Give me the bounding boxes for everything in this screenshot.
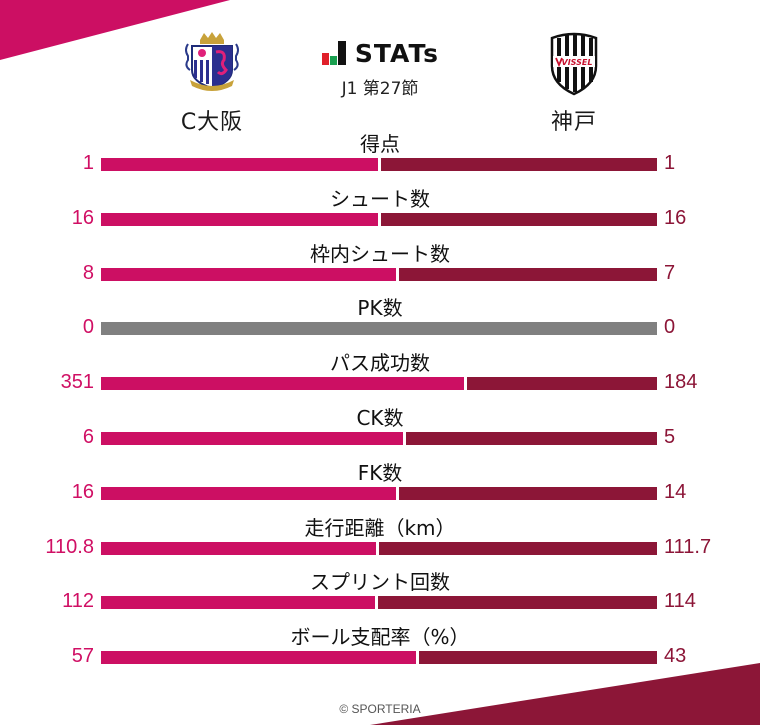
bar-away-segment xyxy=(380,158,657,171)
header: STATs J1 第27節 xyxy=(280,38,480,99)
stat-label: 得点 xyxy=(360,132,400,156)
bar-home-segment xyxy=(101,486,396,500)
bar-away-segment xyxy=(379,541,657,555)
stat-row-possession: ボール支配率（%） 57 43 xyxy=(0,619,760,674)
away-value: 43 xyxy=(664,645,687,668)
stat-bar xyxy=(101,651,657,665)
bar-away-segment xyxy=(419,651,657,665)
home-value: 6 xyxy=(82,425,94,448)
stats-title: STATs xyxy=(354,38,440,68)
stat-label: PK数 xyxy=(357,296,403,321)
stat-label: 枠内シュート数 xyxy=(310,241,450,266)
stats-list: 得点 1 1 シュート数 16 16 枠内シュート数 8 7 PK数 0 0 パ… xyxy=(0,126,760,674)
bar-home-segment xyxy=(101,431,403,445)
home-team: C大阪 xyxy=(152,30,272,136)
home-value: 112 xyxy=(62,590,94,613)
bar-empty xyxy=(101,322,657,336)
home-value: 16 xyxy=(71,206,94,229)
bar-home-segment xyxy=(101,267,396,281)
bar-divider xyxy=(395,486,399,500)
bar-away-segment xyxy=(398,267,657,281)
home-value: 8 xyxy=(82,261,94,284)
bar-away-segment xyxy=(398,486,657,500)
bar-divider xyxy=(376,541,380,555)
bar-away-segment xyxy=(466,377,657,391)
bar-home-segment xyxy=(101,212,378,226)
away-value: 114 xyxy=(664,590,696,613)
decorative-corner-top xyxy=(0,0,230,60)
bar-divider xyxy=(463,377,467,391)
bar-home-segment xyxy=(101,377,464,391)
home-value: 57 xyxy=(71,645,94,668)
home-value: 1 xyxy=(82,152,94,174)
away-value: 1 xyxy=(664,152,676,174)
stat-row-shots-on-target: 枠内シュート数 8 7 xyxy=(0,236,760,291)
away-value: 5 xyxy=(664,425,676,448)
away-value: 16 xyxy=(664,206,687,229)
stat-bar xyxy=(101,596,657,610)
svg-text:VISSEL: VISSEL xyxy=(562,58,593,67)
away-value: 7 xyxy=(664,261,676,284)
bar-home-segment xyxy=(101,541,377,555)
stat-label: パス成功数 xyxy=(330,351,430,376)
stat-row-free-kicks: FK数 16 14 xyxy=(0,455,760,510)
stat-row-sprints: スプリント回数 112 114 xyxy=(0,564,760,619)
bar-away-segment xyxy=(405,431,657,445)
stat-bar xyxy=(101,377,657,391)
vissel-kobe-crest-icon: VISSEL xyxy=(550,32,598,96)
bar-away-segment xyxy=(380,212,657,226)
bar-chart-logo-icon xyxy=(321,41,346,65)
stat-row-distance: 走行距離（km） 110.8 111.7 xyxy=(0,510,760,565)
stat-bar xyxy=(101,486,657,500)
decorative-corner-bottom xyxy=(370,663,760,725)
bar-home-segment xyxy=(101,596,376,610)
stat-label: スプリント回数 xyxy=(310,570,450,595)
stat-row-passes-completed: パス成功数 351 184 xyxy=(0,345,760,400)
away-value: 184 xyxy=(664,371,698,394)
away-value: 0 xyxy=(664,316,676,339)
match-round: J1 第27節 xyxy=(341,79,419,99)
away-team: VISSEL 神戸 xyxy=(514,30,634,136)
stat-label: CK数 xyxy=(356,405,404,430)
home-value: 16 xyxy=(71,480,94,503)
away-team-name: 神戸 xyxy=(550,110,597,135)
bar-divider xyxy=(402,431,406,445)
stats-logo: STATs xyxy=(280,38,480,68)
copyright: © SPORTERIA xyxy=(339,702,421,716)
home-value: 351 xyxy=(60,371,94,394)
stat-label: ボール支配率（%） xyxy=(290,625,470,650)
cerezo-osaka-crest-icon xyxy=(185,32,239,91)
stat-bar xyxy=(101,267,657,281)
home-team-name: C大阪 xyxy=(180,110,244,135)
stat-label: シュート数 xyxy=(330,186,430,211)
bar-divider xyxy=(375,596,379,610)
bar-home-segment xyxy=(101,651,417,665)
stat-row-penalties: PK数 0 0 xyxy=(0,290,760,345)
stat-bar xyxy=(101,212,657,226)
stat-bar xyxy=(101,541,657,555)
bar-divider xyxy=(377,158,381,171)
stat-label: FK数 xyxy=(357,460,403,485)
bar-divider xyxy=(395,267,399,281)
stat-bar xyxy=(101,322,657,336)
bar-away-segment xyxy=(378,596,657,610)
bar-home-segment xyxy=(101,158,378,171)
stat-row-corner-kicks: CK数 6 5 xyxy=(0,400,760,455)
home-value: 0 xyxy=(82,316,94,339)
stat-bar xyxy=(101,431,657,445)
away-value: 14 xyxy=(664,480,687,503)
stat-label: 走行距離（km） xyxy=(304,515,456,540)
bar-divider xyxy=(377,212,381,226)
stat-row-goals: 得点 1 1 xyxy=(0,126,760,181)
stat-row-shots: シュート数 16 16 xyxy=(0,181,760,236)
home-value: 110.8 xyxy=(45,535,94,558)
away-value: 111.7 xyxy=(664,535,712,558)
bar-divider xyxy=(416,651,420,665)
stat-bar xyxy=(101,158,657,171)
